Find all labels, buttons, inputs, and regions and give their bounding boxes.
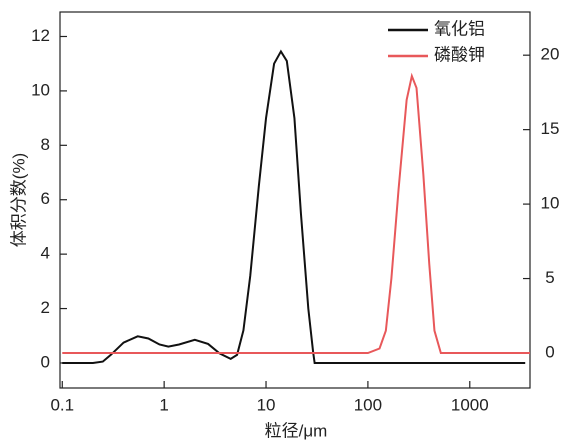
- y2-tick-label: 10: [541, 194, 560, 213]
- y2-tick-label: 20: [541, 45, 560, 64]
- y2-tick-label: 0: [545, 342, 554, 361]
- x-axis-label: 粒径/μm: [265, 421, 328, 440]
- y2-tick-label: 5: [545, 268, 554, 287]
- y2-tick-label: 15: [541, 119, 560, 138]
- y-tick-label: 10: [31, 80, 50, 99]
- x-tick-label: 1000: [451, 395, 489, 414]
- x-tick-label: 1: [159, 395, 168, 414]
- x-tick-label: 0.1: [50, 395, 74, 414]
- x-tick-label: 100: [354, 395, 382, 414]
- plot-frame: [59, 11, 531, 389]
- data-line: [62, 72, 530, 355]
- y-tick-label: 8: [41, 135, 50, 154]
- y-axis-label: 体积分数(%): [9, 153, 28, 247]
- data-line: [62, 49, 526, 364]
- x-tick-label: 10: [257, 395, 276, 414]
- y-tick-label: 0: [41, 352, 50, 371]
- y-tick-label: 6: [41, 189, 50, 208]
- y-tick-label: 2: [41, 298, 50, 317]
- y-tick-label: 12: [31, 26, 50, 45]
- legend-label: 磷酸钾: [434, 45, 485, 64]
- y-tick-label: 4: [41, 244, 50, 263]
- legend-label: 氧化铝: [434, 19, 485, 38]
